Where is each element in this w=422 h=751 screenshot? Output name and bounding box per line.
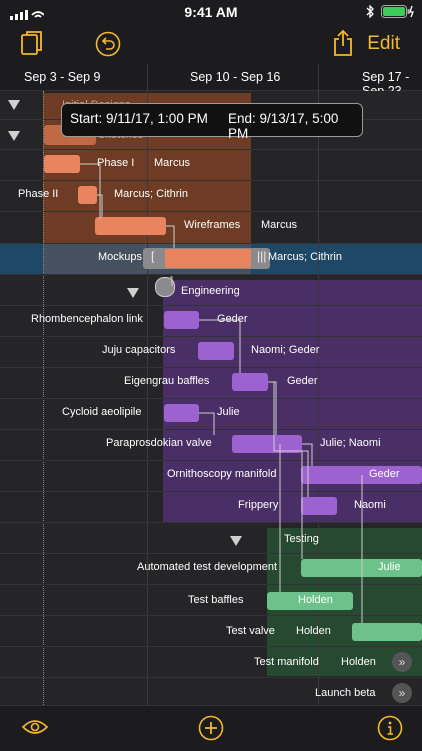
date-tooltip: Start: 9/11/17, 1:00 PM End: 9/13/17, 5:…: [61, 103, 363, 141]
share-icon[interactable]: [332, 29, 354, 62]
bottom-toolbar: [0, 705, 422, 751]
task-bar[interactable]: [164, 404, 199, 422]
task-assignee: Marcus: [154, 157, 191, 169]
task-assignee: Holden: [296, 625, 331, 637]
eye-icon[interactable]: [21, 718, 49, 741]
task-name: Mockups: [98, 251, 143, 263]
battery-icon: [381, 5, 415, 23]
task-name: Frippery: [238, 499, 279, 511]
date-header: Sep 3 - Sep 9 Sep 10 - Sep 16 Sep 17 - S…: [0, 64, 422, 98]
add-icon[interactable]: [198, 715, 224, 746]
task-bar[interactable]: [165, 249, 251, 268]
task-assignee: Naomi; Geder: [251, 344, 320, 356]
gantt-chart[interactable]: Initial Designs Sketches Phase I Marcus …: [0, 91, 422, 705]
task-bar[interactable]: [301, 497, 337, 515]
task-assignee: Julie; Naomi: [320, 437, 381, 449]
task-bar[interactable]: [164, 311, 199, 329]
signal-icon: [10, 7, 45, 25]
task-name: Phase II: [18, 188, 59, 200]
task-assignee: Julie: [378, 561, 401, 573]
task-bar[interactable]: [267, 592, 353, 610]
tooltip-end: End: 9/13/17, 5:00 PM: [228, 111, 339, 141]
task-name: Juju capacitors: [102, 344, 176, 356]
dependency-arrows: [80, 163, 363, 623]
bluetooth-icon: [366, 4, 374, 23]
task-bar[interactable]: [352, 623, 422, 641]
edit-button[interactable]: Edit: [367, 33, 400, 54]
status-time: 9:41 AM: [184, 4, 238, 20]
status-bar: 9:41 AM: [0, 0, 422, 24]
task-bar[interactable]: [232, 435, 302, 453]
task-assignee: Marcus; Cithrin: [114, 188, 188, 200]
drag-handle-right-icon[interactable]: |||: [257, 249, 267, 263]
task-name: Cycloid aeolipile: [62, 406, 142, 418]
task-bar[interactable]: [95, 217, 166, 235]
task-bar[interactable]: [232, 373, 268, 391]
collapse-triangle-icon[interactable]: [230, 536, 242, 546]
task-assignee: Marcus; Cithrin: [268, 251, 342, 263]
task-name: Test valve: [226, 625, 275, 637]
task-name: Test manifold: [254, 656, 319, 668]
collapse-triangle-icon[interactable]: [8, 131, 20, 141]
task-assignee: Marcus: [261, 219, 298, 231]
group-label: Engineering: [181, 285, 240, 297]
info-icon[interactable]: [377, 715, 403, 746]
task-bar[interactable]: [44, 155, 80, 173]
task-name: Test baffles: [188, 594, 244, 606]
task-name: Wireframes: [184, 219, 241, 231]
collapse-triangle-icon[interactable]: [8, 100, 20, 110]
undo-icon[interactable]: [95, 31, 121, 62]
dependency-handle-icon[interactable]: [155, 277, 175, 297]
week-label: Sep 3 - Sep 9: [24, 70, 101, 84]
task-name: Launch beta: [315, 687, 376, 699]
task-assignee: Geder: [369, 468, 400, 480]
task-assignee: Holden: [341, 656, 376, 668]
task-assignee: Holden: [298, 594, 333, 606]
documents-icon[interactable]: [20, 30, 44, 61]
collapse-triangle-icon[interactable]: [127, 288, 139, 298]
task-name: Eigengrau baffles: [124, 375, 210, 387]
task-name: Ornithoscopy manifold: [167, 468, 277, 480]
toolbar: Edit: [0, 24, 422, 64]
task-name: Paraprosdokian valve: [106, 437, 212, 449]
week-label: Sep 10 - Sep 16: [190, 70, 281, 84]
scroll-to-bar-icon[interactable]: »: [392, 683, 412, 703]
tooltip-start: Start: 9/11/17, 1:00 PM: [70, 111, 208, 126]
task-name: Automated test development: [137, 561, 278, 573]
task-assignee: Geder: [287, 375, 318, 387]
drag-handle-left-icon[interactable]: [: [151, 249, 155, 263]
task-name: Rhombencephalon link: [31, 313, 143, 325]
group-label: Testing: [284, 533, 319, 545]
scroll-to-bar-icon[interactable]: »: [392, 652, 412, 672]
task-bar[interactable]: [78, 186, 97, 204]
task-bar[interactable]: [198, 342, 234, 360]
task-name: Phase I: [97, 157, 135, 169]
task-assignee: Julie: [217, 406, 240, 418]
